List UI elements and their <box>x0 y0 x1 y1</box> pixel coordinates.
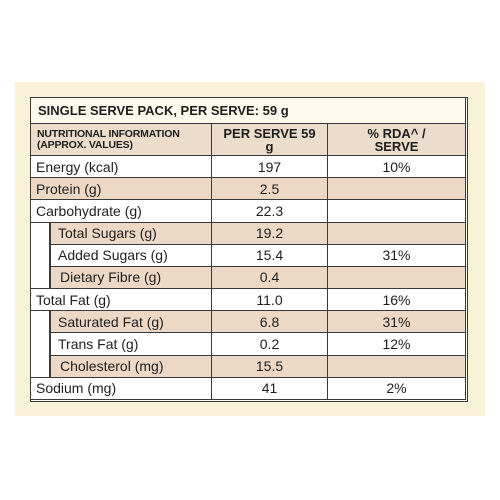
per-serve-value-text: 15.5 <box>255 358 284 375</box>
indent-cell <box>31 355 50 378</box>
nutrient-name: Carbohydrate (g) <box>31 200 212 223</box>
per-serve-value-text: 197 <box>257 158 282 175</box>
nutrient-name: Sodium (mg) <box>31 377 212 400</box>
indent-cell <box>31 333 50 356</box>
nutrient-name-text: Trans Fat (g) <box>58 336 139 353</box>
nutrient-name: Total Fat (g) <box>31 289 212 312</box>
header-name: NUTRITIONAL INFORMATION (APPROX. VALUES) <box>31 124 212 156</box>
rda-value: 12% <box>328 333 466 356</box>
nutrient-name-text: Added Sugars (g) <box>58 247 168 264</box>
rda-value: 16% <box>328 289 466 312</box>
header-per-serve-text: PER SERVE 59 g <box>223 125 316 154</box>
rda-value <box>328 178 466 201</box>
rda-value: 2% <box>328 377 466 400</box>
rda-value: 31% <box>328 244 466 267</box>
nutrient-name-text: Energy (kcal) <box>36 158 119 175</box>
rda-value <box>328 200 466 223</box>
nutrient-name: Dietary Fibre (g) <box>50 266 212 290</box>
nutrient-name-text: Carbohydrate (g) <box>36 202 142 219</box>
nutrient-name: Cholesterol (mg) <box>50 355 212 378</box>
nutrient-name-text: Cholesterol (mg) <box>60 358 164 375</box>
per-serve-value: 6.8 <box>212 311 328 334</box>
per-serve-value-text: 2.5 <box>259 180 280 197</box>
per-serve-value: 19.2 <box>212 222 328 245</box>
nutrient-name: Total Sugars (g) <box>50 222 212 245</box>
per-serve-value-text: 11.0 <box>256 291 283 308</box>
nutrient-name-text: Total Sugars (g) <box>58 225 157 242</box>
nutrient-name-text: Total Fat (g) <box>36 291 111 308</box>
per-serve-value: 0.2 <box>212 333 328 356</box>
header-per-serve: PER SERVE 59 g <box>212 124 328 156</box>
nutrient-name: Saturated Fat (g) <box>50 311 212 334</box>
header-rda-text: % RDA^ / SERVE <box>367 125 426 154</box>
per-serve-value: 41 <box>212 377 328 400</box>
rda-value-text: 31% <box>382 247 411 264</box>
rda-value: 10% <box>328 156 466 179</box>
per-serve-value: 22.3 <box>212 200 328 223</box>
per-serve-value: 0.4 <box>212 266 328 290</box>
rda-value-text: 31% <box>382 313 411 330</box>
indent-cell <box>31 244 50 267</box>
nutrient-name: Trans Fat (g) <box>50 333 212 356</box>
indent-cell <box>31 311 50 334</box>
rda-value <box>328 266 466 290</box>
nutrient-name: Added Sugars (g) <box>50 244 212 267</box>
nutrition-table: SINGLE SERVE PACK, PER SERVE: 59 g NUTRIT… <box>30 97 468 402</box>
rda-value-text: 2% <box>386 380 407 397</box>
nutrient-name-text: Dietary Fibre (g) <box>60 269 162 286</box>
per-serve-value-text: 22.3 <box>255 202 284 219</box>
per-serve-value-text: 19.2 <box>255 225 284 242</box>
per-serve-value-text: 41 <box>261 380 278 397</box>
per-serve-value: 11.0 <box>212 289 328 312</box>
nutrient-name-text: Sodium (mg) <box>36 380 117 397</box>
rda-value: 31% <box>328 311 466 334</box>
nutrient-name: Energy (kcal) <box>31 156 212 179</box>
header-rda: % RDA^ / SERVE <box>328 124 466 156</box>
title-row: SINGLE SERVE PACK, PER SERVE: 59 g <box>31 98 466 124</box>
nutrient-name-text: Protein (g) <box>36 180 102 197</box>
rda-value-text: 12% <box>382 336 411 353</box>
rda-value <box>328 355 466 378</box>
per-serve-value: 2.5 <box>212 178 328 201</box>
per-serve-value-text: 0.2 <box>259 336 280 353</box>
nutrient-name-text: Saturated Fat (g) <box>58 313 164 330</box>
indent-cell <box>31 222 50 245</box>
title-row-text: SINGLE SERVE PACK, PER SERVE: 59 g <box>38 103 289 118</box>
per-serve-value-text: 6.8 <box>259 313 280 330</box>
indent-cell <box>31 266 50 290</box>
rda-value-text: 10% <box>382 158 411 175</box>
rda-value <box>328 222 466 245</box>
rda-value-text: 16% <box>382 291 411 308</box>
header-name-text: NUTRITIONAL INFORMATION (APPROX. VALUES) <box>37 127 180 151</box>
per-serve-value: 197 <box>212 156 328 179</box>
per-serve-value: 15.4 <box>212 244 328 267</box>
per-serve-value-text: 0.4 <box>259 269 280 286</box>
per-serve-value-text: 15.4 <box>255 247 284 264</box>
nutrient-name: Protein (g) <box>31 178 212 201</box>
per-serve-value: 15.5 <box>212 355 328 378</box>
